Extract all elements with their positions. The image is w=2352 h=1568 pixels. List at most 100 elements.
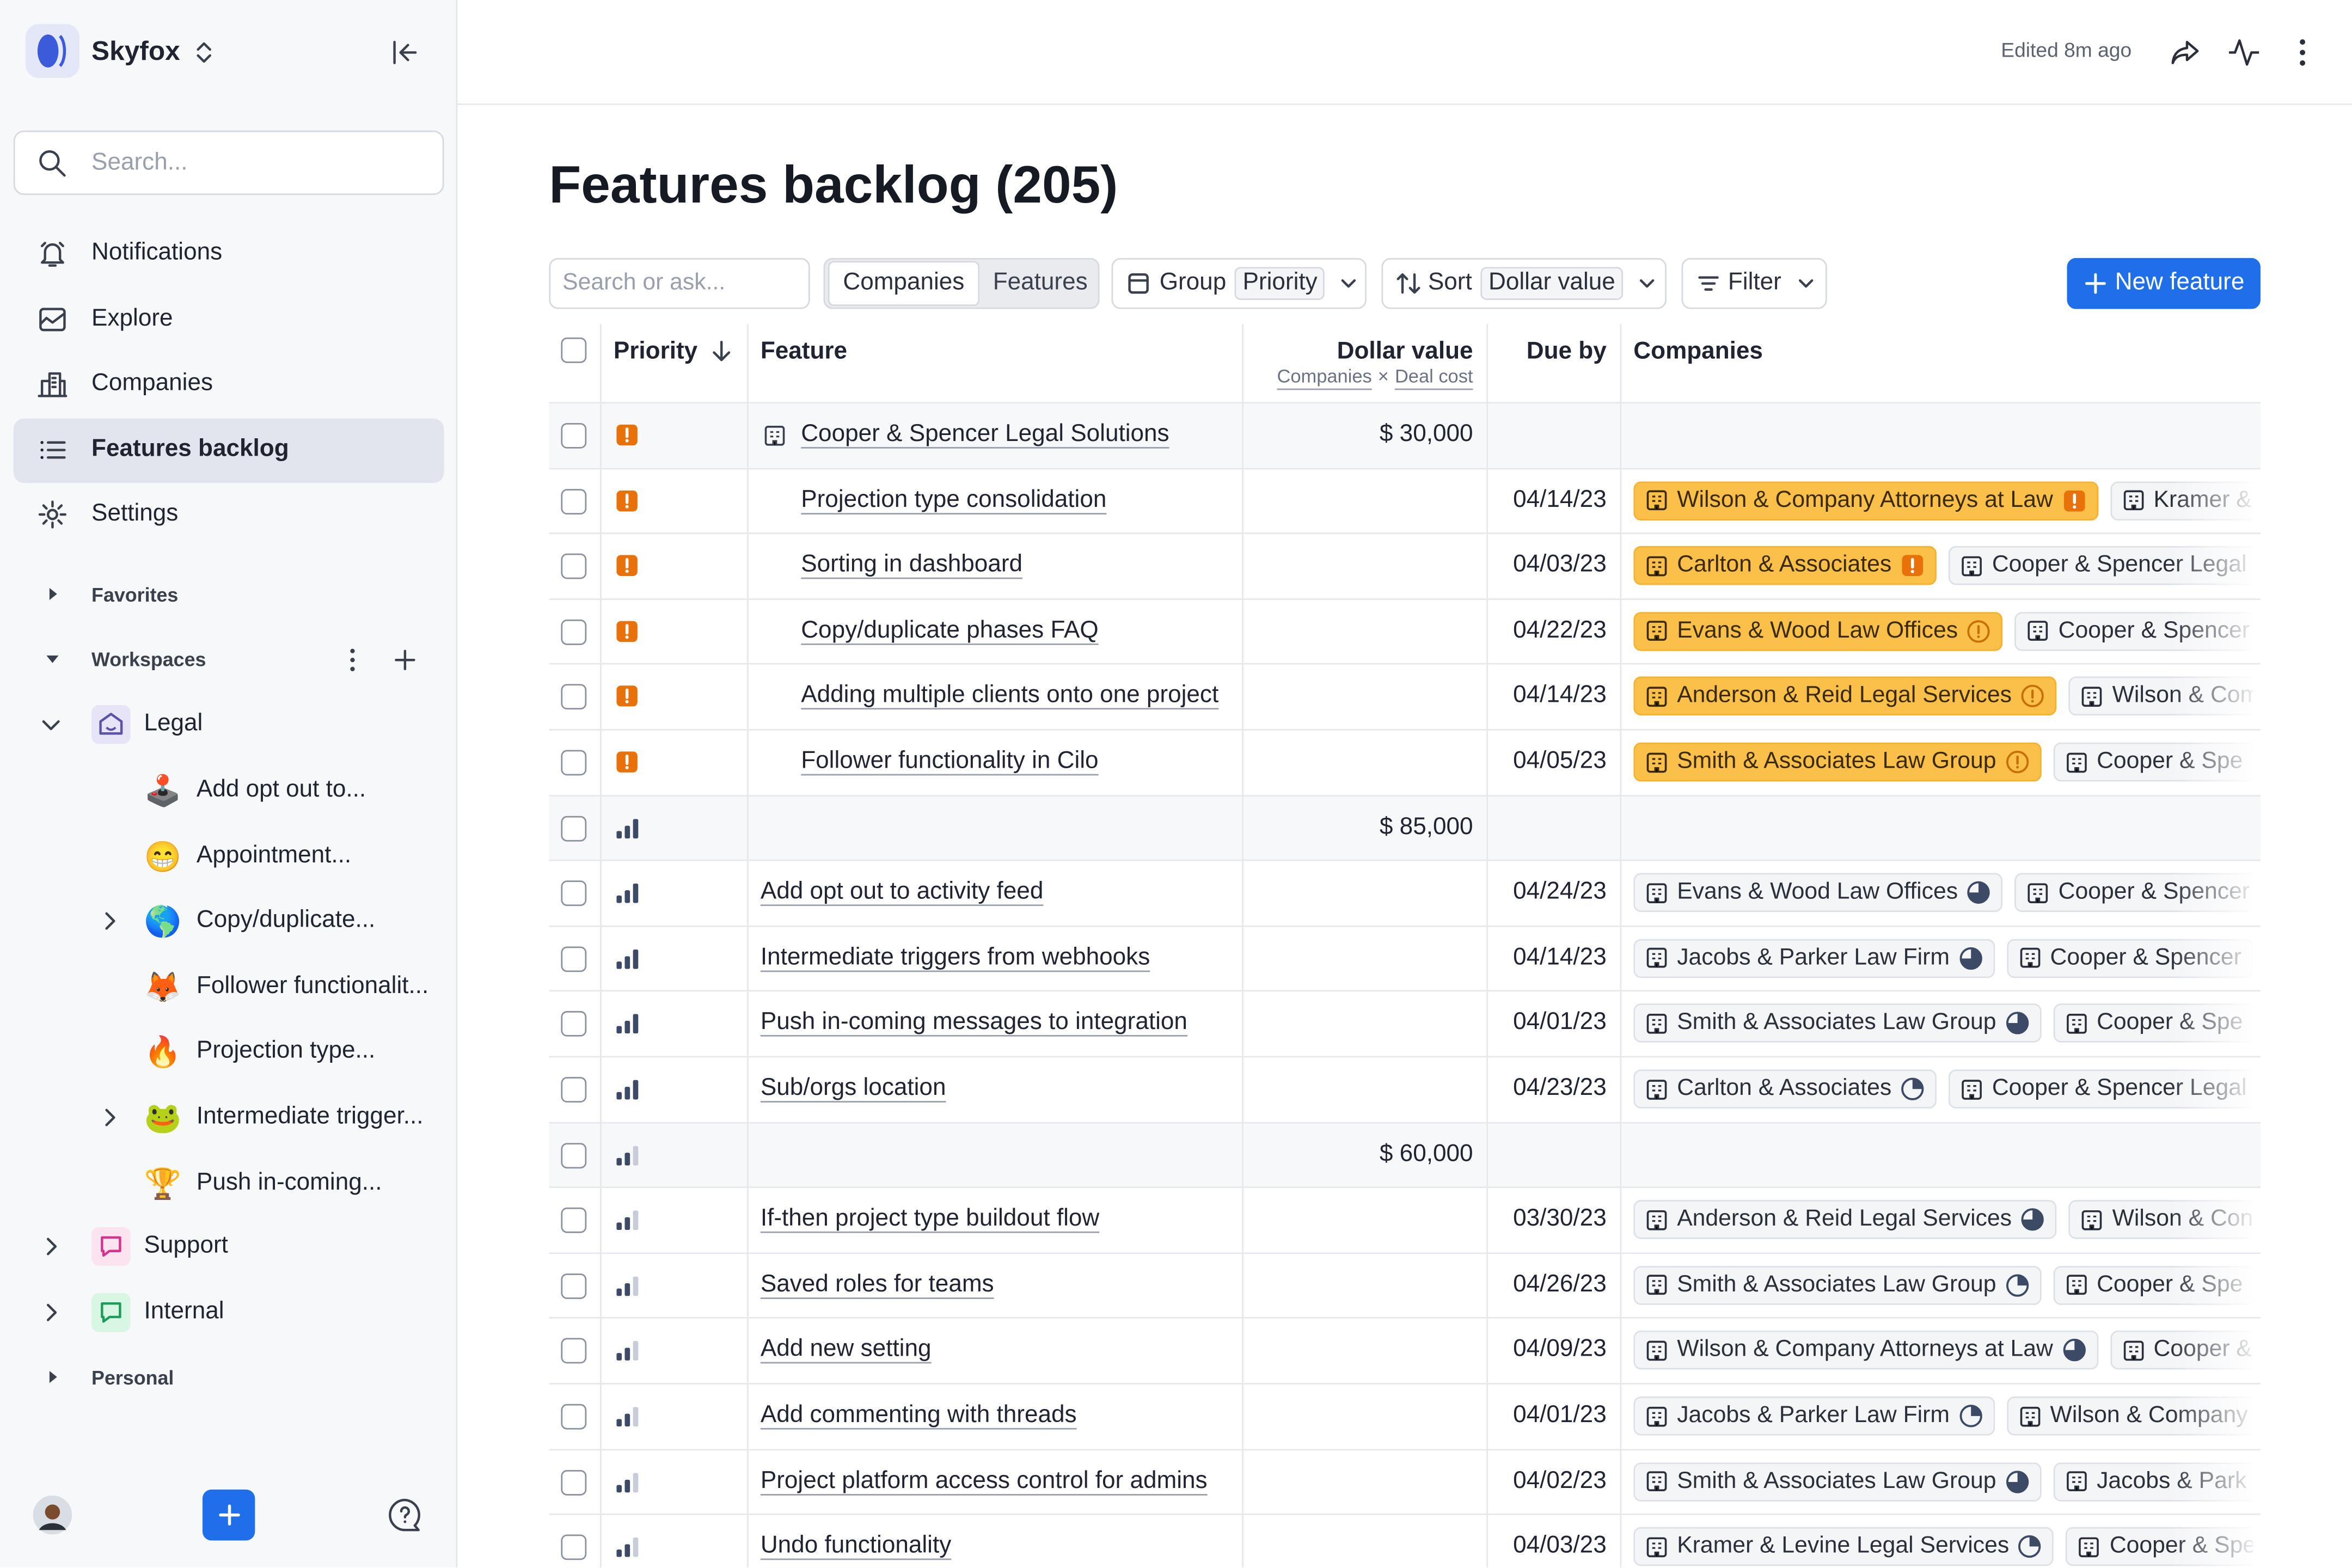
- feature-row[interactable]: If-then project type buildout flow 03/30/…: [549, 1189, 2261, 1252]
- collapse-icon[interactable]: [390, 38, 420, 68]
- feature-name[interactable]: Add commenting with threads: [760, 1402, 1077, 1428]
- feature-name[interactable]: Add opt out to activity feed: [760, 879, 1044, 905]
- group-button[interactable]: Group Priority: [1111, 258, 1367, 309]
- company-chip[interactable]: Wilson & Company Attorneys at Law: [1633, 1331, 2098, 1370]
- group-row[interactable]: $ 60,000: [549, 1123, 2261, 1187]
- column-header[interactable]: Dollar value: [1337, 339, 1473, 365]
- feature-name[interactable]: Projection type consolidation: [801, 487, 1107, 513]
- row-checkbox[interactable]: [561, 1208, 587, 1234]
- feature-name[interactable]: If-then project type buildout flow: [760, 1206, 1100, 1232]
- expand-chevron[interactable]: [40, 714, 62, 735]
- nav-item[interactable]: Companies: [14, 353, 444, 417]
- feature-row[interactable]: Copy/duplicate phases FAQ 04/22/23 Evans &…: [549, 599, 2261, 663]
- company-chip[interactable]: Kramer & Levine Legal Services: [1633, 1527, 2054, 1566]
- page-label[interactable]: Appointment...: [196, 842, 352, 868]
- group-row[interactable]: $ 85,000: [549, 795, 2261, 860]
- row-checkbox[interactable]: [561, 422, 587, 449]
- row-checkbox[interactable]: [561, 1534, 587, 1560]
- column-header[interactable]: Feature: [760, 339, 848, 365]
- company-chip[interactable]: Anderson & Reid Legal Services: [1633, 677, 2057, 716]
- sort-button[interactable]: Sort Dollar value: [1381, 258, 1667, 309]
- feature-row[interactable]: Sorting in dashboard 04/03/23 Carlton & As…: [549, 534, 2261, 598]
- feature-row[interactable]: Undo functionality 04/03/23 Kramer & Levin…: [549, 1515, 2261, 1568]
- feature-name[interactable]: Add new setting: [760, 1337, 932, 1363]
- company-chip[interactable]: Jacobs & Parker Law Firm: [1633, 939, 1995, 978]
- row-checkbox[interactable]: [561, 1273, 587, 1299]
- feature-row[interactable]: Project platform access control for admi…: [549, 1450, 2261, 1514]
- feature-name[interactable]: Follower functionality in Cilo: [801, 748, 1099, 774]
- row-checkbox[interactable]: [561, 1142, 587, 1168]
- feature-row[interactable]: Intermediate triggers from webhooks 04/14…: [549, 927, 2261, 990]
- feature-name[interactable]: Saved roles for teams: [760, 1271, 994, 1297]
- company-chip[interactable]: Jacobs & Parker Law Firm: [1633, 1396, 1995, 1436]
- feature-name[interactable]: Project platform access control for admi…: [760, 1468, 1208, 1493]
- feature-row[interactable]: Saved roles for teams 04/26/23 Smith & Ass…: [549, 1254, 2261, 1318]
- activity-icon[interactable]: [2227, 36, 2261, 69]
- row-checkbox[interactable]: [561, 1077, 587, 1102]
- new-feature-button[interactable]: New feature: [2067, 258, 2261, 309]
- feature-row[interactable]: Add opt out to activity feed 04/24/23 Evan…: [549, 861, 2261, 925]
- row-checkbox[interactable]: [561, 554, 587, 579]
- row-checkbox[interactable]: [561, 684, 587, 710]
- feature-name[interactable]: Intermediate triggers from webhooks: [760, 945, 1150, 970]
- row-checkbox[interactable]: [561, 488, 587, 514]
- expand-chevron[interactable]: [40, 1301, 62, 1322]
- feature-name[interactable]: Copy/duplicate phases FAQ: [801, 617, 1099, 644]
- page-label[interactable]: Projection type...: [196, 1038, 376, 1064]
- column-header[interactable]: Companies: [1633, 339, 1763, 365]
- feature-name[interactable]: Sub/orgs location: [760, 1075, 946, 1101]
- column-header[interactable]: Due by: [1526, 339, 1607, 365]
- filter-button[interactable]: Filter: [1681, 258, 1827, 309]
- page-label[interactable]: Push in-coming...: [196, 1169, 382, 1195]
- nav-item[interactable]: Notifications: [14, 222, 444, 286]
- table-search[interactable]: Search or ask...: [549, 258, 810, 309]
- company-chip[interactable]: Smith & Associates Law Group: [1633, 1462, 2042, 1501]
- company-chip[interactable]: Carlton & Associates: [1633, 1069, 1937, 1109]
- expand-chevron[interactable]: [40, 1236, 62, 1257]
- row-checkbox[interactable]: [561, 1012, 587, 1037]
- row-checkbox[interactable]: [561, 815, 587, 841]
- company-chip[interactable]: Evans & Wood Law Offices: [1633, 873, 2003, 912]
- feature-row[interactable]: Projection type consolidation 04/14/23 Wil…: [549, 469, 2261, 532]
- user-avatar[interactable]: [33, 1495, 72, 1535]
- company-chip[interactable]: Smith & Associates Law Group: [1633, 742, 2042, 782]
- section-toggle[interactable]: [45, 1369, 60, 1385]
- row-checkbox[interactable]: [561, 880, 587, 906]
- workspace-more[interactable]: [348, 646, 357, 673]
- row-checkbox[interactable]: [561, 1404, 587, 1430]
- feature-row[interactable]: Sub/orgs location 04/23/23 Carlton & Assoc…: [549, 1057, 2261, 1121]
- row-checkbox[interactable]: [561, 946, 587, 972]
- sidebar-search[interactable]: Search...: [13, 130, 444, 195]
- nav-item[interactable]: Features backlog: [13, 418, 444, 483]
- more-icon[interactable]: [2288, 36, 2318, 69]
- company-chip[interactable]: Carlton & Associates: [1633, 546, 1937, 586]
- workspace-label[interactable]: Support: [144, 1233, 228, 1259]
- feature-name[interactable]: Push in-coming messages to integration: [760, 1010, 1187, 1036]
- company-chip[interactable]: Anderson & Reid Legal Services: [1633, 1200, 2057, 1240]
- workspace-name[interactable]: Skyfox: [91, 36, 180, 66]
- row-checkbox[interactable]: [561, 1469, 587, 1495]
- help-icon[interactable]: [387, 1497, 423, 1533]
- feature-row[interactable]: Follower functionality in Cilo 04/05/23 Sm…: [549, 731, 2261, 794]
- section-toggle[interactable]: [45, 651, 60, 666]
- create-button[interactable]: [202, 1489, 255, 1541]
- feature-name[interactable]: Undo functionality: [760, 1533, 952, 1559]
- company-chip[interactable]: Wilson & Company Attorneys at Law: [1633, 481, 2098, 520]
- page-label[interactable]: Follower functionalit...: [196, 973, 429, 999]
- section-toggle[interactable]: [45, 586, 60, 602]
- nav-item[interactable]: Explore: [14, 287, 444, 352]
- feature-row[interactable]: Push in-coming messages to integration 04…: [549, 992, 2261, 1056]
- feature-row[interactable]: Add new setting 04/09/23 Wilson & Company …: [549, 1319, 2261, 1383]
- workspace-add[interactable]: [393, 648, 417, 672]
- group-row[interactable]: Cooper & Spencer Legal Solutions $ 30,000: [549, 403, 2261, 468]
- company-chip[interactable]: Smith & Associates Law Group: [1633, 1004, 2042, 1043]
- page-label[interactable]: Add opt out to...: [196, 777, 366, 803]
- view-tab[interactable]: Features: [993, 270, 1088, 296]
- column-header[interactable]: Priority: [613, 339, 698, 365]
- nav-item[interactable]: Settings: [14, 483, 444, 548]
- row-checkbox[interactable]: [561, 337, 587, 363]
- workspace-label[interactable]: Internal: [144, 1298, 224, 1324]
- view-tab[interactable]: Companies: [828, 261, 979, 307]
- feature-row[interactable]: Adding multiple clients onto one project…: [549, 665, 2261, 729]
- company-chip[interactable]: Smith & Associates Law Group: [1633, 1265, 2042, 1305]
